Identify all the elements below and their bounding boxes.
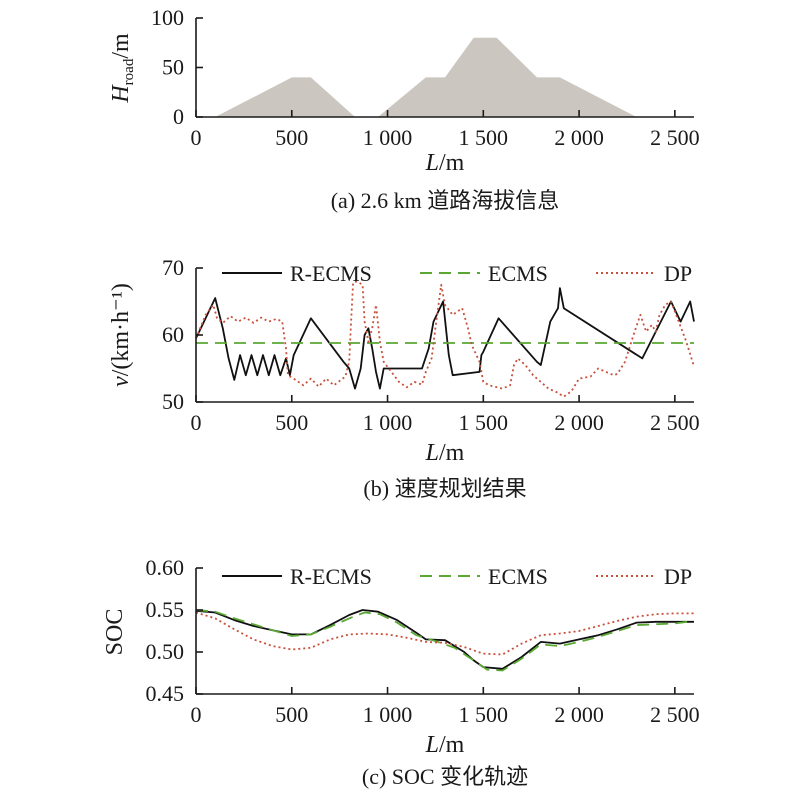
x-axis-label-b: L/m [425,440,465,466]
x-tick-label: 0 [191,125,202,150]
x-ticks-b: 0 500 1 000 1 500 2 000 2 500 [191,395,700,435]
y-tick-label: 60 [162,322,184,347]
series-lines-b [195,280,695,398]
x-tick-label: 2 500 [650,125,700,150]
x-tick-label: 1 000 [363,125,413,150]
y-tick-label: 0.60 [146,555,185,580]
x-ticks-a: 0 500 1 000 1 500 2 000 2 500 [191,110,700,150]
caption-c: (c) SOC 变化轨迹 [362,764,528,789]
x-tick-label: 2 000 [554,702,604,727]
x-tick-label: 2 000 [554,125,604,150]
caption-b: (b) 速度规划结果 [363,476,526,501]
y-axis-label-a: Hroad/m [108,33,137,104]
y-tick-label: 50 [162,389,184,414]
x-tick-label: 1 000 [363,410,413,435]
x-tick-label: 1 000 [363,702,413,727]
legend-label-dp-c: DP [664,564,692,589]
y-ticks-b: 50 60 70 [162,255,203,414]
x-tick-label: 1 500 [459,410,509,435]
x-tick-label: 500 [275,702,308,727]
x-tick-label: 2 500 [650,410,700,435]
x-tick-label: 2 000 [554,410,604,435]
panel-b: 50 60 70 0 500 1 000 1 500 2 000 2 500 R-ECMS E… [108,255,700,501]
legend-b: R-ECMS ECMS DP [222,261,692,286]
x-ticks-c: 0 500 1 000 1 500 2 000 2 500 [191,687,700,727]
y-tick-label: 100 [151,5,184,30]
y-tick-label: 0.55 [146,597,185,622]
series-lines-c [195,609,695,672]
y-tick-label: 50 [162,55,184,80]
series-line-r-ecms [195,609,694,670]
series-line-dp [195,280,695,398]
legend-label-dp-b: DP [664,261,692,286]
x-tick-label: 1 500 [459,702,509,727]
y-ticks-a: 0 50 100 [151,5,203,129]
x-tick-label: 0 [191,702,202,727]
y-axis-label-b: v/(km·h⁻¹) [108,283,134,387]
y-ticks-c: 0.45 0.50 0.55 0.60 [146,555,203,706]
x-axis-label-c: L/m [425,732,465,758]
y-axis-label-c: SOC [102,609,128,656]
x-axis-label-a: L/m [425,150,465,176]
y-tick-label: 0.45 [146,681,185,706]
x-tick-label: 0 [191,410,202,435]
legend-c: R-ECMS ECMS DP [222,564,692,589]
y-tick-label: 0.50 [146,639,185,664]
legend-label-ecms-c: ECMS [488,564,548,589]
legend-label-r-ecms-c: R-ECMS [290,564,372,589]
x-tick-label: 1 500 [459,125,509,150]
panel-c: 0.45 0.50 0.55 0.60 0 500 1 000 1 500 2 000 2 50… [102,555,700,789]
x-tick-label: 2 500 [650,702,700,727]
legend-label-r-ecms-b: R-ECMS [290,261,372,286]
x-tick-label: 500 [275,125,308,150]
series-line-dp [195,611,694,656]
elevation-area [196,37,694,117]
caption-a: (a) 2.6 km 道路海拔信息 [331,188,560,213]
series-line-ecms [195,609,695,672]
y-tick-label: 70 [162,255,184,280]
x-tick-label: 500 [275,410,308,435]
y-tick-label: 0 [173,104,184,129]
series-line-r-ecms [195,287,695,390]
legend-label-ecms-b: ECMS [488,261,548,286]
